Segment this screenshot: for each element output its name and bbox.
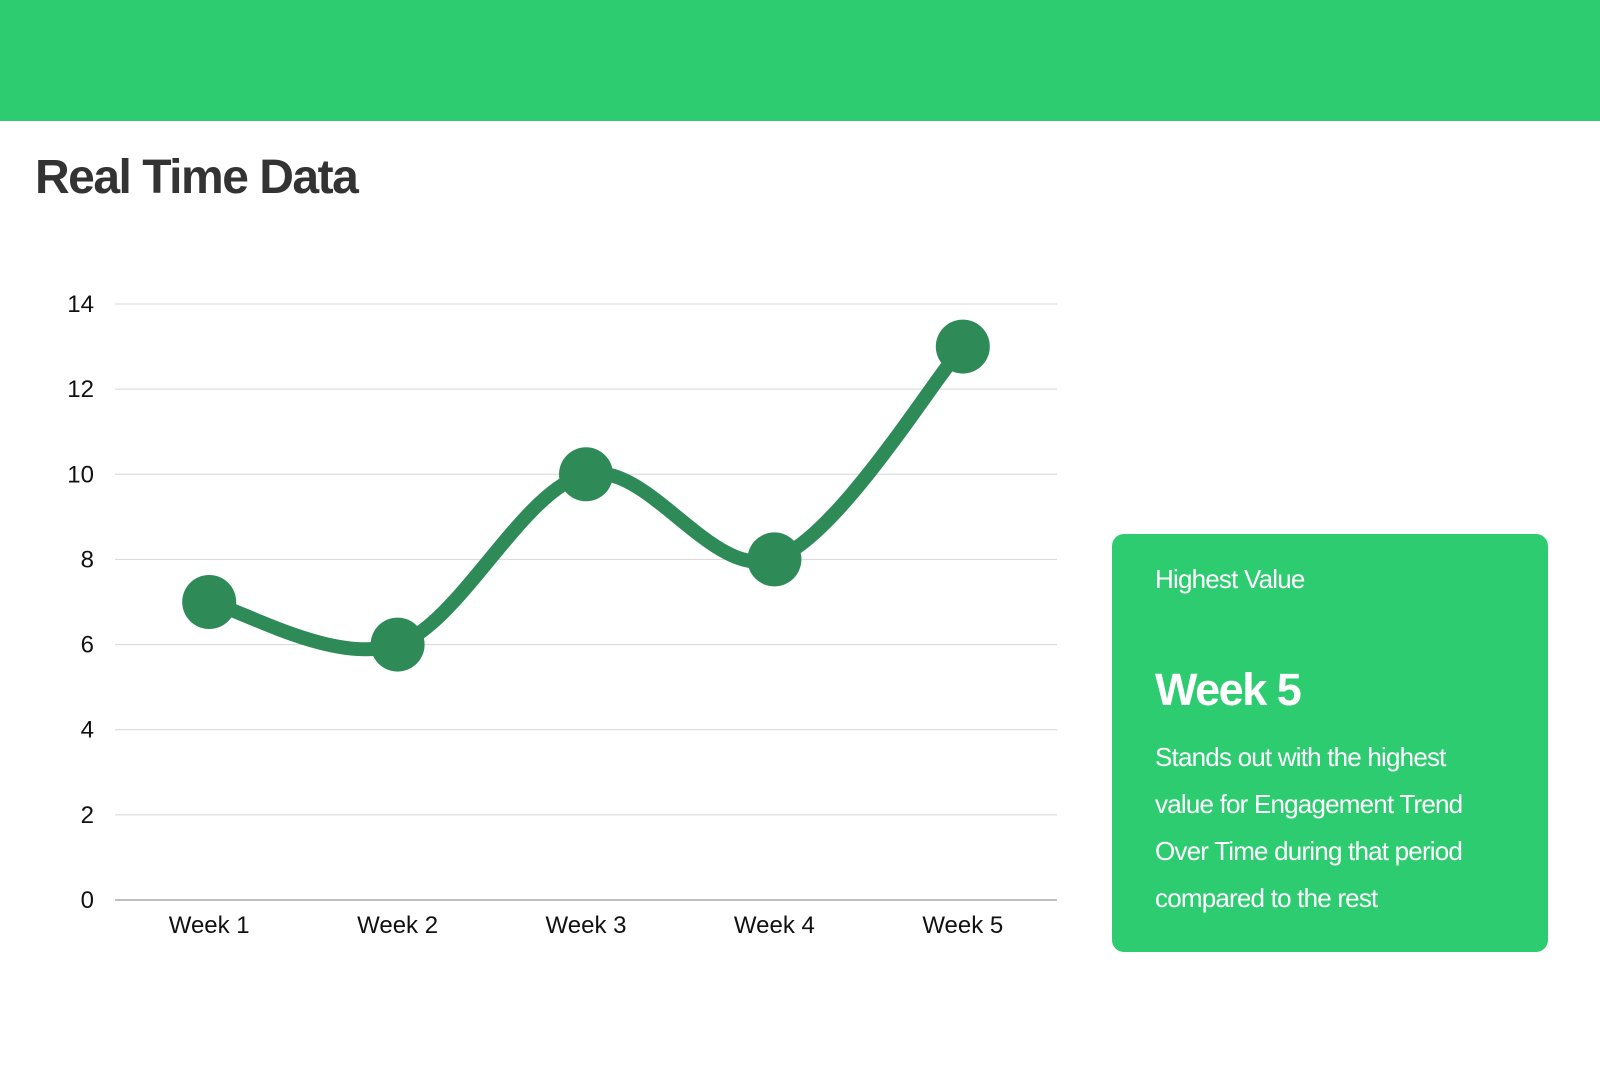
data-point bbox=[935, 319, 990, 374]
y-tick-label: 10 bbox=[67, 461, 94, 488]
y-tick-label: 2 bbox=[81, 802, 94, 829]
x-tick-label: Week 5 bbox=[922, 912, 1003, 939]
y-tick-label: 12 bbox=[67, 376, 94, 403]
y-tick-label: 14 bbox=[67, 291, 94, 318]
page-title: Real Time Data bbox=[35, 151, 359, 204]
y-tick-label: 4 bbox=[81, 717, 94, 744]
data-point bbox=[747, 532, 802, 587]
data-point bbox=[559, 447, 613, 502]
card-description: Stands out with the highest value for En… bbox=[1155, 742, 1463, 913]
data-point bbox=[370, 617, 425, 672]
card-label: Highest Value bbox=[1155, 564, 1305, 594]
series-layer bbox=[182, 319, 990, 672]
grid-layer bbox=[115, 303, 1057, 901]
x-tick-label: Week 2 bbox=[357, 912, 438, 939]
y-tick-label: 6 bbox=[81, 632, 94, 659]
top-banner bbox=[0, 0, 1600, 121]
y-axis-ticks: 0 2 4 6 8 10 12 14 bbox=[67, 291, 94, 914]
x-tick-label: Week 1 bbox=[169, 912, 250, 939]
data-point bbox=[182, 575, 237, 629]
y-tick-label: 8 bbox=[81, 546, 94, 573]
card-highlight: Week 5 bbox=[1155, 664, 1302, 715]
x-tick-label: Week 4 bbox=[734, 912, 815, 939]
x-tick-label: Week 3 bbox=[546, 912, 627, 939]
highest-value-card: Highest Value Week 5 Stands out with the… bbox=[1112, 534, 1548, 952]
x-axis-ticks: Week 1 Week 2 Week 3 Week 4 Week 5 bbox=[169, 912, 1004, 939]
y-tick-label: 0 bbox=[81, 887, 94, 914]
